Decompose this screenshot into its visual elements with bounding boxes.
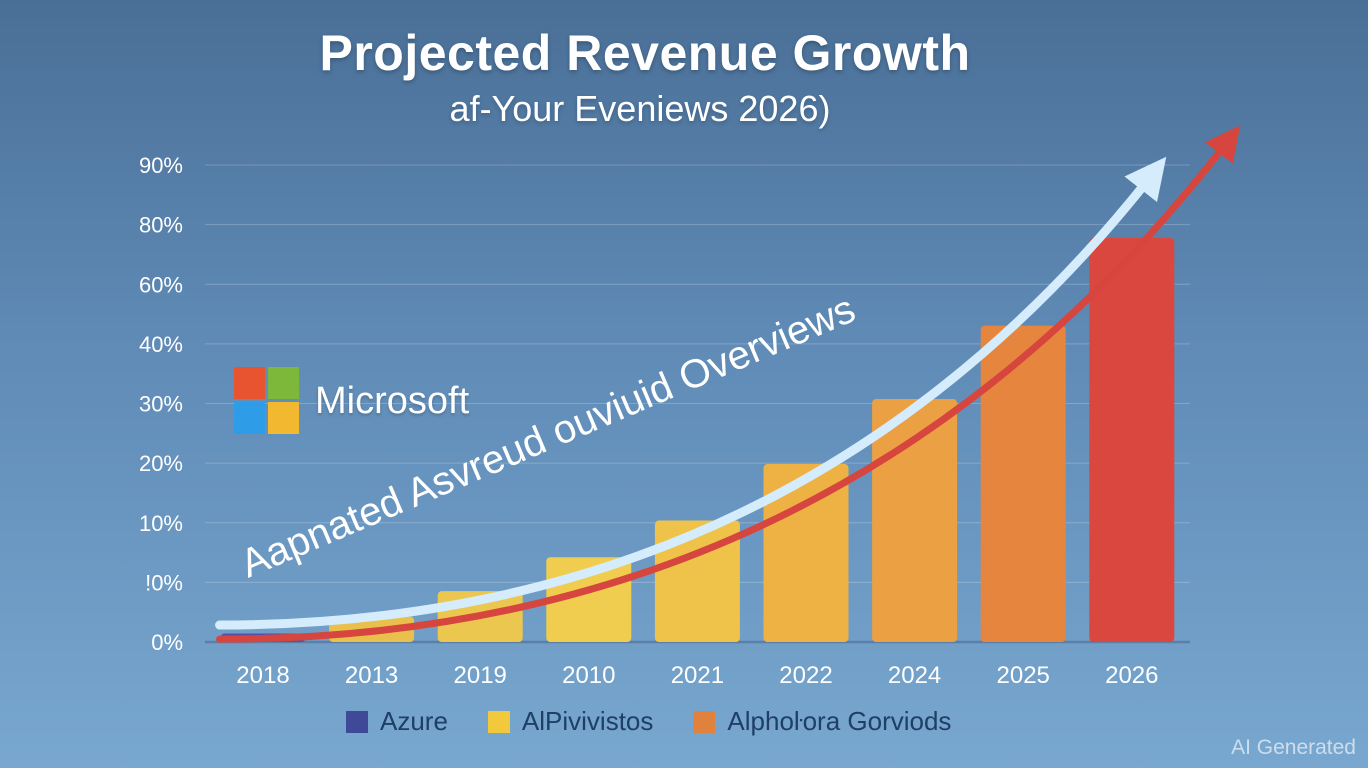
trend-arrow-light — [215, 156, 1167, 630]
trend-arrow-red — [216, 125, 1241, 643]
x-tick-label: 2013 — [345, 662, 398, 689]
y-tick-label: 20% — [139, 451, 183, 476]
y-tick-label: 10% — [139, 511, 183, 536]
legend-item: AlPivivistos — [487, 706, 654, 737]
legend-item: Azure — [346, 706, 448, 737]
bar-2024 — [872, 399, 958, 642]
legend-label: Alphoŀora Gorviods — [727, 706, 952, 736]
y-tick-label: !0% — [145, 570, 183, 595]
chart-legend: Azure AlPivivistos Alphoŀora Gorviods — [346, 706, 991, 737]
logo-square-blue — [234, 402, 265, 434]
y-tick-label: 90% — [139, 153, 183, 178]
x-tick-label: 2021 — [671, 662, 724, 689]
y-tick-label: 60% — [139, 272, 183, 297]
bar-2021 — [654, 520, 740, 642]
legend-label: AlPivivistos — [521, 706, 654, 736]
brand-name: Microsoft — [315, 380, 470, 422]
bar-2026 — [1089, 238, 1175, 642]
ai-generated-watermark: AI Generated — [1231, 736, 1356, 759]
microsoft-logo — [234, 367, 300, 435]
bar-2022 — [763, 464, 849, 642]
x-tick-label: 2024 — [888, 662, 941, 689]
x-tick-label: 2025 — [997, 662, 1050, 689]
y-tick-label: 80% — [139, 213, 183, 238]
x-tick-label: 2026 — [1105, 662, 1158, 689]
legend-swatch — [487, 710, 510, 733]
x-tick-label: 2018 — [236, 662, 289, 689]
y-tick-label: 30% — [139, 392, 183, 417]
logo-square-green — [268, 367, 299, 399]
y-tick-label: 40% — [139, 332, 183, 357]
bar-2025 — [980, 325, 1066, 642]
chart-title: Projected Revenue Growth — [319, 25, 971, 81]
legend-swatch — [346, 710, 368, 733]
logo-square-red — [234, 367, 265, 399]
chart-subtitle: af-Your Eveniews 2026) — [449, 88, 831, 129]
x-tick-label: 2019 — [454, 662, 507, 689]
legend-item: Alphoŀora Gorviods — [693, 706, 951, 737]
x-tick-label: 2022 — [779, 662, 832, 689]
legend-label: Azure — [380, 706, 448, 736]
y-tick-label: 0% — [151, 630, 183, 655]
x-tick-label: 2010 — [562, 662, 615, 689]
logo-square-yellow — [268, 402, 299, 434]
legend-swatch — [693, 710, 716, 733]
